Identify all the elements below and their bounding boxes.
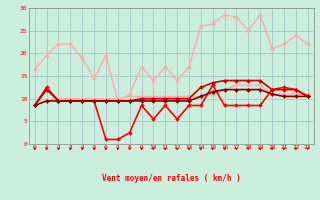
Text: Vent moyen/en rafales ( km/h ): Vent moyen/en rafales ( km/h ) <box>102 174 241 183</box>
